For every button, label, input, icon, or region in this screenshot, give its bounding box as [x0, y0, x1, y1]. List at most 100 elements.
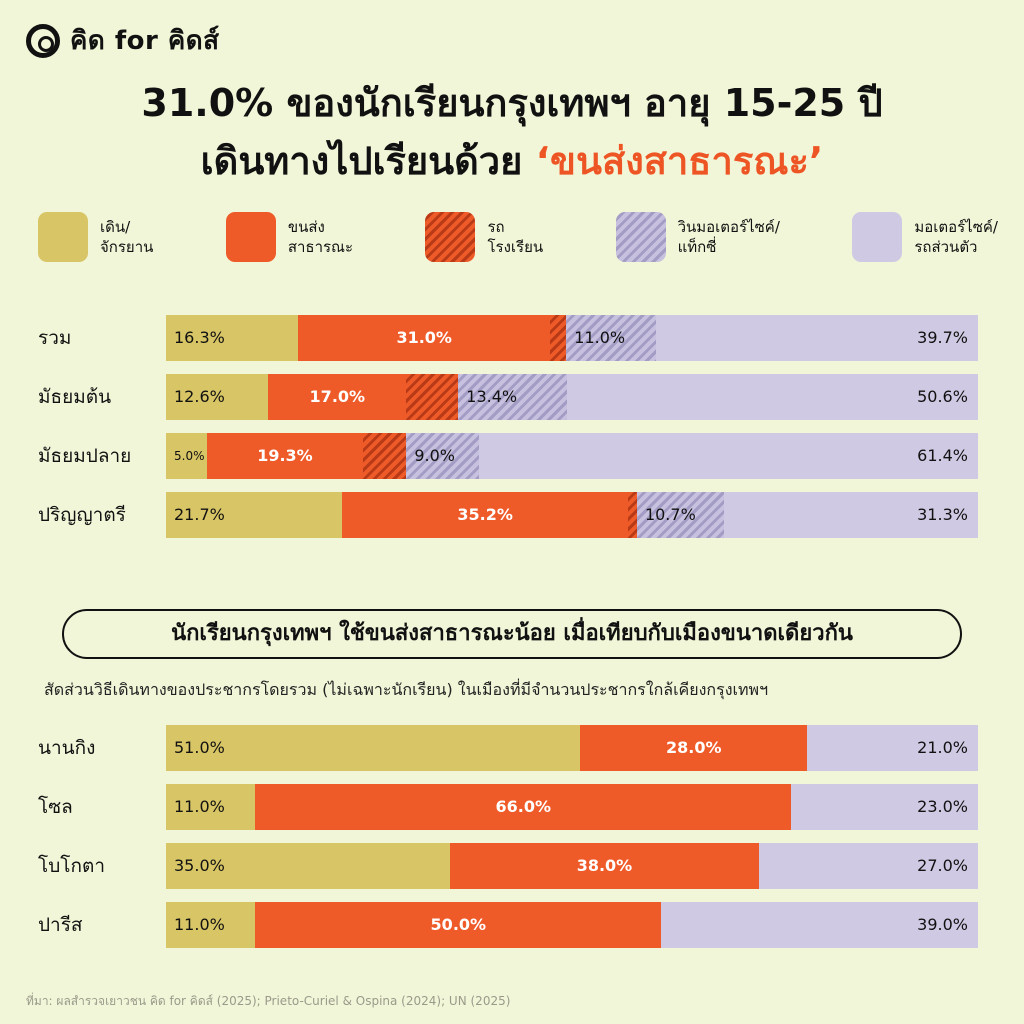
school-bus-icon [425, 212, 476, 262]
stacked-bar: 5.0% 19.3% 9.0% 61.4% [166, 433, 978, 479]
bar-segment: 21.0% [807, 725, 978, 771]
bar-segment: 27.0% [758, 843, 978, 889]
data-label: 66.0% [495, 797, 552, 816]
bar-segment: 12.6% [166, 374, 269, 420]
legend-item: เดิน/ จักรยาน [38, 212, 153, 262]
data-label: 21.0% [917, 738, 968, 757]
bar-segment [550, 315, 567, 361]
data-label: 39.0% [917, 915, 968, 934]
data-label: 21.7% [174, 505, 225, 524]
bar-segment: 35.2% [342, 492, 629, 538]
data-label: 19.3% [257, 446, 313, 465]
legend-item: วินมอเตอร์ไซค์/ แท็กซี่ [615, 212, 780, 262]
bar-row: มัธยมปลาย 5.0% 19.3% 9.0% 61.4% [38, 433, 978, 479]
bar-segment: 31.0% [298, 315, 551, 361]
data-label: 17.0% [309, 387, 366, 406]
data-label: 35.2% [457, 505, 513, 524]
title-line-2-accent: ‘ขนส่งสาธารณะ’ [535, 139, 824, 183]
title-line-2: เดินทางไปเรียนด้วย ‘ขนส่งสาธารณะ’ [0, 132, 1024, 190]
category-label: ปริญญาตรี [38, 504, 126, 526]
bar-row: นานกิง 51.0% 28.0% 21.0% [38, 725, 978, 771]
section-subnote: สัดส่วนวิธีเดินทางของประชากรโดยรวม (ไม่เ… [44, 680, 769, 699]
data-label: 11.0% [174, 797, 225, 816]
data-label: 12.6% [174, 387, 225, 406]
stacked-bar: 16.3% 31.0% 11.0% 39.7% [166, 315, 978, 361]
chart-cities-comparison: นานกิง 51.0% 28.0% 21.0% โซล 11.0% 66.0% 23.0% โ… [38, 725, 978, 961]
source-note: ที่มา: ผลสำรวจเยาวชน คิด for คิดส์ (2025… [26, 994, 511, 1008]
data-label: 50.0% [430, 915, 487, 934]
stacked-bar: 35.0% 38.0% 27.0% [166, 843, 978, 889]
bar-segment: 5.0% [166, 433, 207, 479]
page-title: 31.0% ของนักเรียนกรุงเทพฯ อายุ 15-25 ปี … [0, 74, 1024, 190]
data-label: 11.0% [574, 328, 626, 347]
data-label: 23.0% [917, 797, 968, 816]
category-label: โบโกตา [38, 855, 105, 877]
bar-segment: 66.0% [255, 784, 792, 830]
bar-segment [628, 492, 637, 538]
bar-segment: 11.0% [566, 315, 656, 361]
taxi-icon [615, 212, 666, 262]
bar-segment [406, 374, 459, 420]
bar-segment: 11.0% [166, 784, 256, 830]
logo-icon [26, 23, 60, 58]
logo-text: คิด for คิดส์ [70, 26, 220, 56]
legend-label: รถ โรงเรียน [487, 218, 544, 256]
data-label: 38.0% [576, 856, 633, 875]
stacked-bar: 21.7% 35.2% 10.7% 31.3% [166, 492, 978, 538]
data-label: 5.0% [174, 449, 205, 463]
bar-segment: 19.3% [206, 433, 364, 479]
legend-label: มอเตอร์ไซค์/ รถส่วนตัว [914, 218, 998, 256]
data-label: 27.0% [917, 856, 968, 875]
stacked-bar: 11.0% 50.0% 39.0% [166, 902, 978, 948]
chart-students-by-level: รวม 16.3% 31.0% 11.0% 39.7% มัธยมต้น 12.6% 17.0… [38, 315, 978, 551]
legend-item: มอเตอร์ไซค์/ รถส่วนตัว [852, 212, 998, 262]
legend-item: รถ โรงเรียน [425, 212, 543, 262]
bar-row: โซล 11.0% 66.0% 23.0% [38, 784, 978, 830]
section-subheading: นักเรียนกรุงเทพฯ ใช้ขนส่งสาธารณะน้อย เมื… [62, 609, 962, 659]
data-label: 50.6% [917, 387, 968, 406]
legend-item: ขนส่ง สาธารณะ [225, 212, 354, 262]
data-label: 13.4% [466, 387, 518, 406]
title-line-2-prefix: เดินทางไปเรียนด้วย [200, 139, 536, 183]
data-label: 61.4% [917, 446, 968, 465]
bar-segment: 51.0% [166, 725, 581, 771]
legend-label: วินมอเตอร์ไซค์/ แท็กซี่ [677, 218, 780, 256]
data-label: 39.7% [917, 328, 968, 347]
bar-segment [363, 433, 407, 479]
bar-segment: 10.7% [636, 492, 724, 538]
data-label: 9.0% [414, 446, 455, 465]
bar-segment: 38.0% [450, 843, 759, 889]
bus-icon [225, 212, 276, 262]
bar-segment: 23.0% [791, 784, 978, 830]
stacked-bar: 11.0% 66.0% 23.0% [166, 784, 978, 830]
bar-row: ปริญญาตรี 21.7% 35.2% 10.7% 31.3% [38, 492, 978, 538]
bar-segment: 9.0% [406, 433, 480, 479]
chart-legend: เดิน/ จักรยาน ขนส่ง สาธารณะ รถ โรงเรียน วิน… [38, 212, 998, 262]
data-label: 51.0% [174, 738, 225, 757]
bar-segment: 28.0% [580, 725, 808, 771]
bar-row: โบโกตา 35.0% 38.0% 27.0% [38, 843, 978, 889]
bar-segment: 21.7% [166, 492, 343, 538]
data-label: 31.3% [917, 505, 968, 524]
bar-segment: 39.0% [661, 902, 978, 948]
bar-segment: 16.3% [166, 315, 299, 361]
bar-segment: 35.0% [166, 843, 451, 889]
data-label: 28.0% [666, 738, 722, 757]
category-label: ปารีส [38, 914, 83, 936]
category-label: นานกิง [38, 737, 96, 759]
bar-row: ปารีส 11.0% 50.0% 39.0% [38, 902, 978, 948]
stacked-bar: 12.6% 17.0% 13.4% 50.6% [166, 374, 978, 420]
legend-label: เดิน/ จักรยาน [100, 218, 154, 256]
stacked-bar: 51.0% 28.0% 21.0% [166, 725, 978, 771]
bar-segment: 61.4% [479, 433, 978, 479]
data-label: 10.7% [644, 505, 696, 524]
bicycle-icon [38, 212, 88, 262]
bar-segment: 13.4% [458, 374, 568, 420]
legend-label: ขนส่ง สาธารณะ [287, 218, 354, 256]
bar-segment: 31.3% [723, 492, 978, 538]
bar-segment: 39.7% [655, 315, 978, 361]
bar-segment: 17.0% [268, 374, 407, 420]
category-label: โซล [38, 796, 73, 818]
title-line-1: 31.0% ของนักเรียนกรุงเทพฯ อายุ 15-25 ปี [141, 81, 883, 125]
bar-segment: 11.0% [166, 902, 256, 948]
